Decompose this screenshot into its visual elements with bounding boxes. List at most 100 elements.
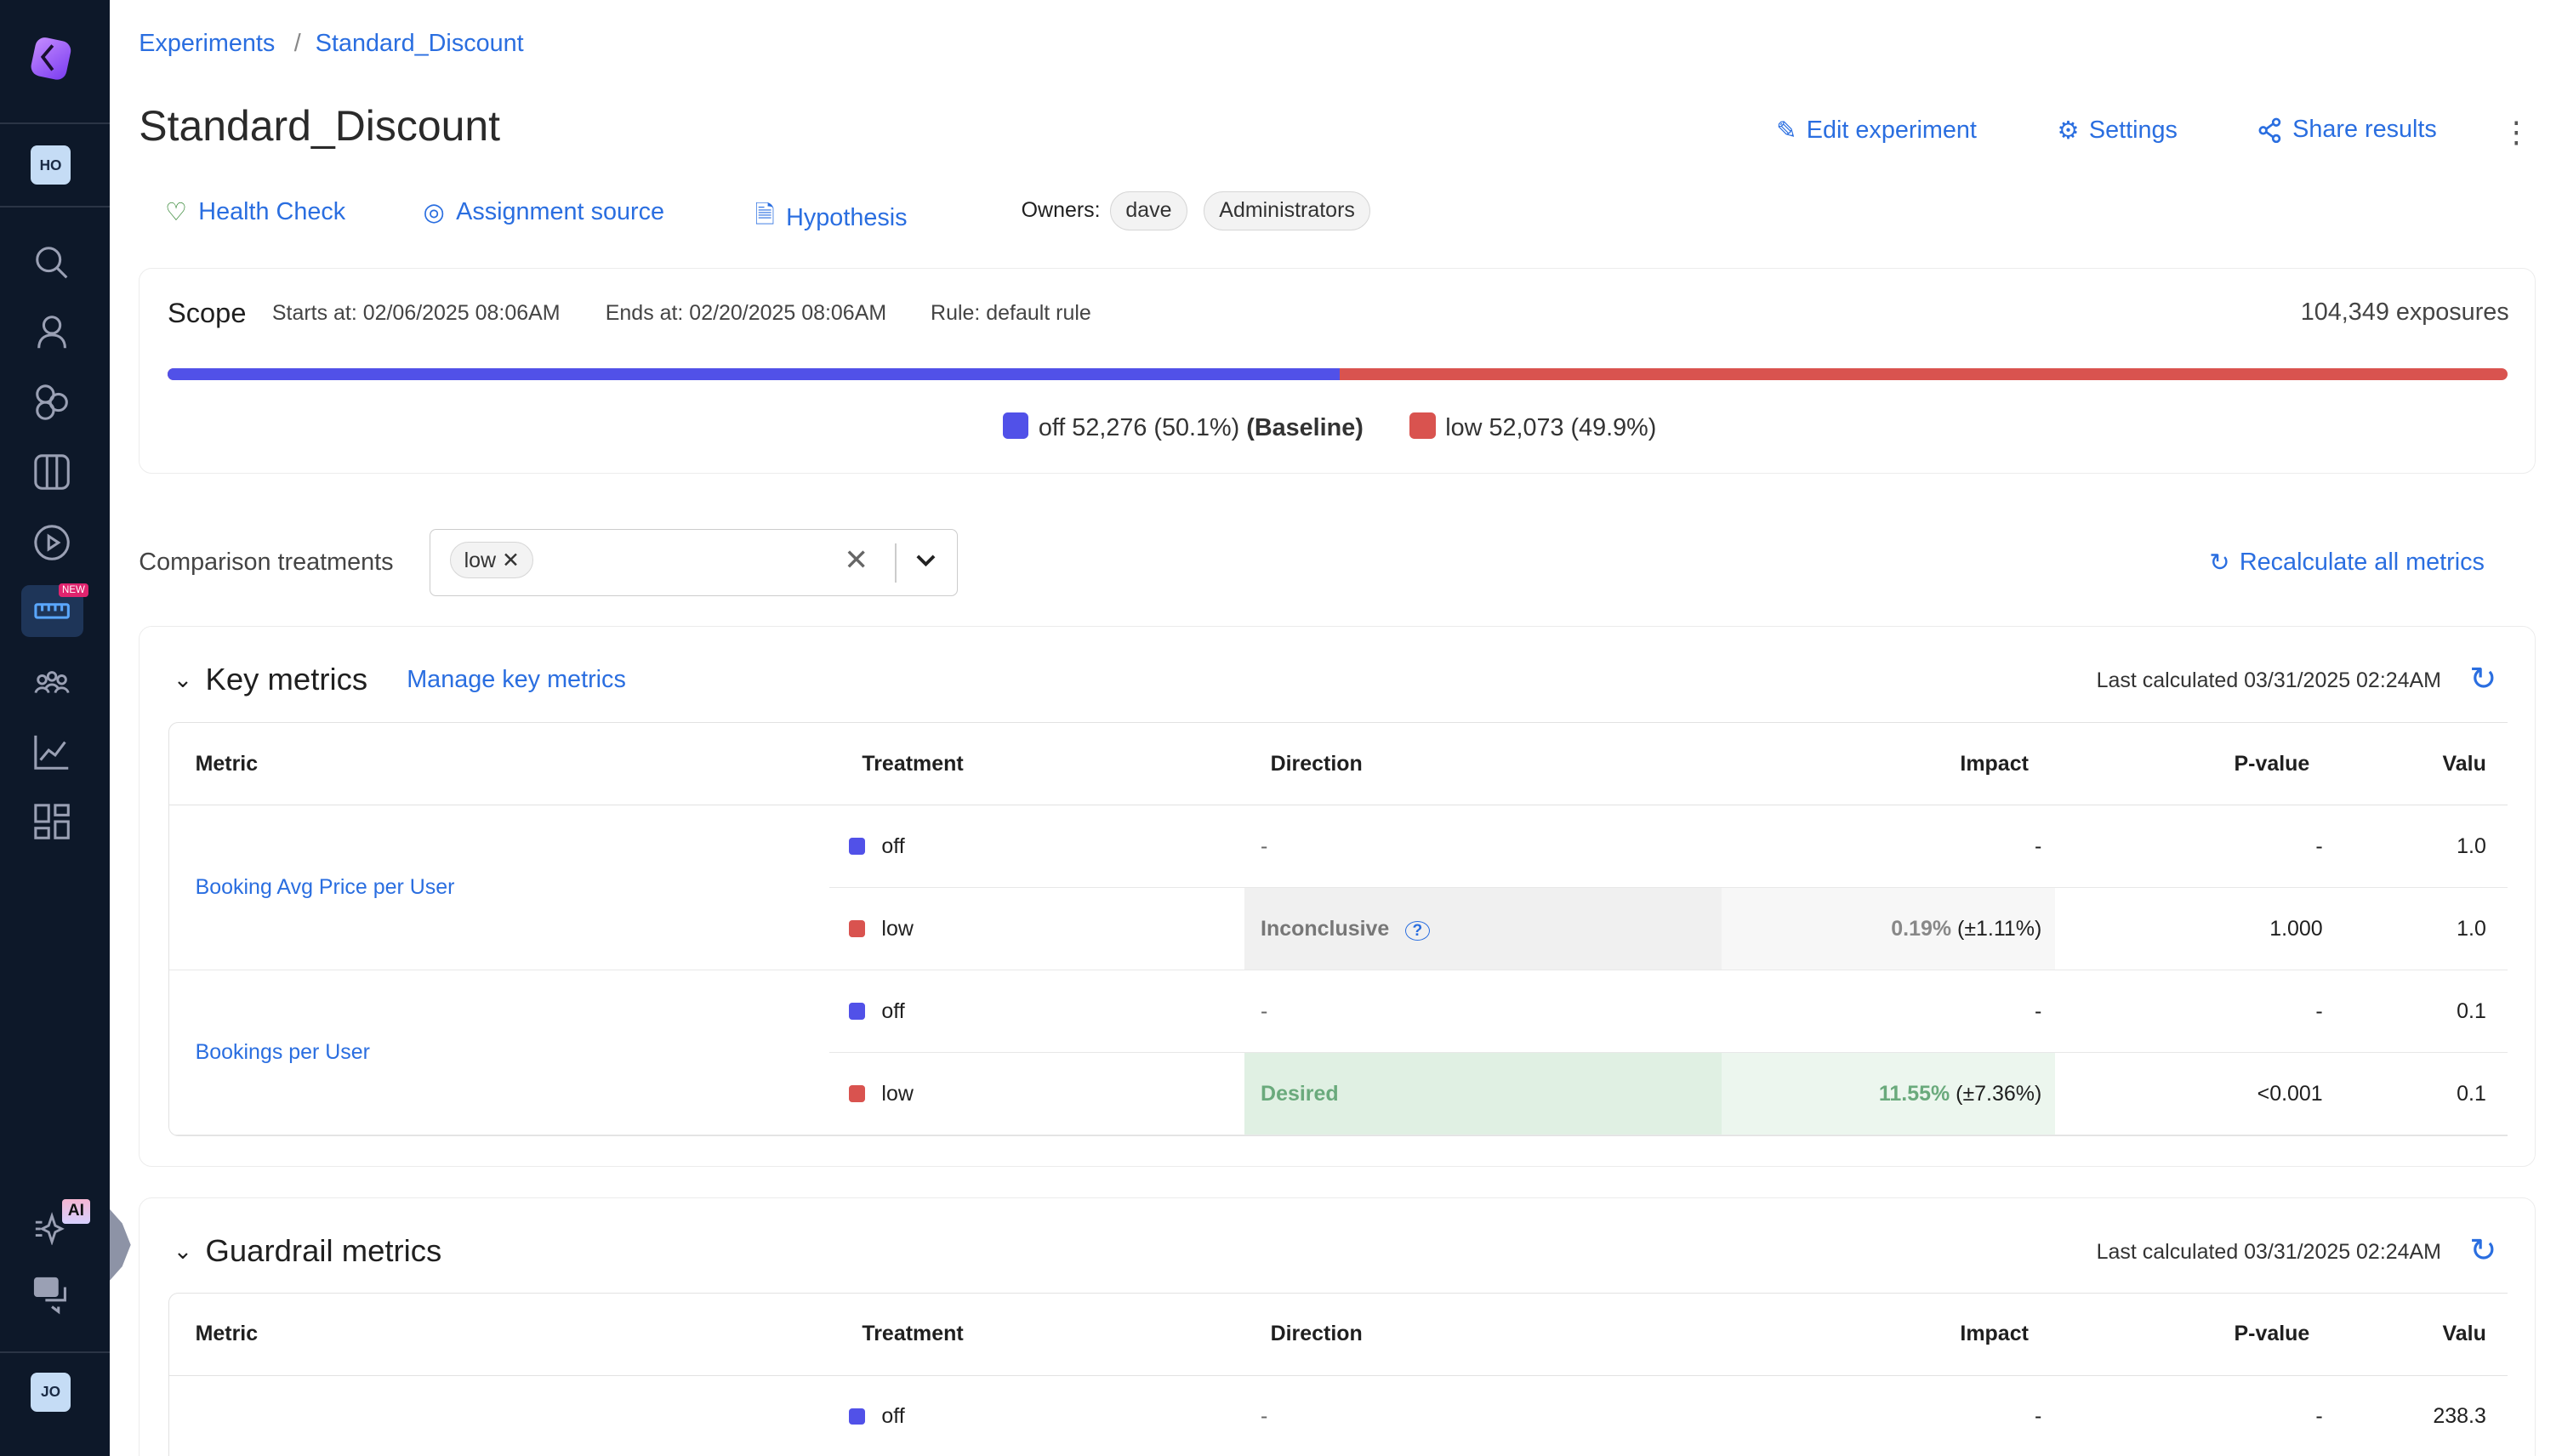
- sidebar: HO NEW AI JO: [0, 0, 131, 1456]
- sidebar-collapse-handle[interactable]: [109, 1209, 131, 1282]
- tab-assignment-source[interactable]: ◎ Assignment source: [424, 197, 664, 227]
- comparison-select[interactable]: low ✕ ✕: [430, 529, 958, 597]
- col-impact: Impact: [1721, 723, 2055, 806]
- sidebar-item-active[interactable]: NEW: [20, 583, 88, 638]
- tab-hypothesis[interactable]: 🗎 Hypothesis: [755, 197, 908, 239]
- target-icon: ◎: [423, 199, 445, 227]
- user-icon[interactable]: [32, 312, 71, 351]
- recalc-label: Recalculate all metrics: [2239, 548, 2485, 576]
- chevron-down-icon[interactable]: ⌄: [173, 666, 193, 692]
- key-metrics-1-rows-0-t: off: [881, 998, 905, 1023]
- key-metrics-0-rows-1-p: 1.000: [2054, 887, 2337, 971]
- metric-link[interactable]: Bookings per User: [195, 1040, 370, 1065]
- recalculate-all-button[interactable]: ↻ Recalculate all metrics: [2209, 548, 2485, 577]
- ruler-icon: [34, 603, 71, 619]
- settings-button[interactable]: ⚙ Settings: [2058, 116, 2178, 145]
- grid-icon[interactable]: [32, 802, 71, 841]
- tab-health-check[interactable]: ♡ Health Check: [165, 197, 345, 227]
- key-metrics-1-rows-0-v: 0.1: [2336, 970, 2508, 1054]
- comparison-selected: low: [464, 548, 497, 572]
- hexagons-icon[interactable]: [32, 383, 71, 422]
- columns-0: Metric: [168, 1293, 829, 1376]
- breadcrumb-separator: /: [293, 29, 301, 57]
- col-metric: Metric: [168, 723, 829, 806]
- play-icon[interactable]: [32, 523, 71, 562]
- split-bar-off: [167, 368, 1341, 380]
- pencil-icon: ✎: [1776, 117, 1797, 145]
- key-metrics-1-rows-1-err: (±7.36%): [1956, 1081, 2042, 1106]
- scope-ends: Ends at: 02/20/2025 08:06AM: [605, 301, 887, 326]
- new-badge: NEW: [59, 583, 88, 597]
- edit-experiment-button[interactable]: ✎ Edit experiment: [1776, 116, 1977, 145]
- columns-2: Direction: [1244, 1293, 1722, 1376]
- key-metrics-0-rows-1-t: low: [881, 916, 914, 941]
- table-row: Bookings per User off - - - 0.1: [168, 970, 2508, 1136]
- refresh-icon[interactable]: ↻: [2469, 1232, 2497, 1270]
- workspace-avatar[interactable]: HO: [31, 145, 71, 185]
- col-pvalue: P-value: [2054, 723, 2337, 806]
- scope-rule: Rule: default rule: [931, 301, 1091, 326]
- share-label: Share results: [2292, 116, 2437, 144]
- exposures-count: 104,349 exposures: [2300, 298, 2509, 326]
- user-avatar[interactable]: JO: [31, 1372, 71, 1412]
- ai-sparkle-icon[interactable]: [32, 1206, 71, 1245]
- search-icon[interactable]: [32, 243, 71, 282]
- owners: Owners: dave Administrators: [1022, 191, 1371, 231]
- comparison-label: Comparison treatments: [139, 549, 394, 577]
- key-metrics-0-rows-1-imp: 0.19%: [1891, 916, 1952, 941]
- columns-4: P-value: [2054, 1293, 2337, 1376]
- scope-legend-0-label: off 52,276 (50.1%): [1038, 413, 1240, 441]
- guard-rows-0-t: off: [881, 1404, 905, 1429]
- chevron-down-icon[interactable]: [914, 553, 937, 569]
- refresh-icon[interactable]: ↻: [2469, 661, 2497, 698]
- help-icon[interactable]: ?: [1404, 920, 1430, 941]
- columns-3: Impact: [1721, 1293, 2055, 1376]
- legend-low: low 52,073 (49.9%): [1409, 412, 1656, 441]
- scope-title: Scope: [167, 296, 247, 328]
- chevron-down-icon[interactable]: ⌄: [173, 1237, 193, 1264]
- last-calculated: Last calculated 03/31/2025 02:24AM: [2096, 668, 2441, 692]
- logo-icon[interactable]: [28, 36, 74, 82]
- table-row: off - - - 238.3: [168, 1375, 2508, 1456]
- scope-legend-0-extra: (Baseline): [1246, 413, 1364, 441]
- key-metrics-0-rows-0-dir: -: [1244, 805, 1722, 889]
- key-metrics-table: Metric Treatment Direction Impact P-valu…: [168, 722, 2508, 1137]
- tab-label: Health Check: [198, 198, 346, 226]
- guard-rows-0-imp: -: [1721, 1375, 2055, 1456]
- help-chat-icon[interactable]: [32, 1276, 71, 1315]
- key-metrics-1-rows-1-imp: 11.55%: [1878, 1081, 1950, 1106]
- split-bar: [167, 368, 2508, 380]
- key-metrics-1-rows-0-dir: -: [1244, 970, 1722, 1054]
- columns-1: Treatment: [828, 1293, 1244, 1376]
- share-results-button[interactable]: Share results: [2257, 116, 2437, 144]
- key-metrics-1-rows-0-imp: -: [1721, 970, 2055, 1054]
- breadcrumb-experiments[interactable]: Experiments: [139, 29, 276, 57]
- manage-key-metrics-link[interactable]: Manage key metrics: [407, 665, 626, 693]
- guardrail-header[interactable]: ⌄ Guardrail metrics: [174, 1233, 442, 1269]
- clear-icon[interactable]: ✕: [844, 543, 869, 577]
- metric-link[interactable]: Booking Avg Price per User: [195, 875, 455, 900]
- key-metrics-0-rows-0-imp: -: [1721, 805, 2055, 889]
- people-icon[interactable]: [32, 663, 71, 702]
- key-metrics-1-rows-1-t: low: [881, 1081, 914, 1106]
- refresh-icon: ↻: [2209, 549, 2230, 577]
- breadcrumb-current[interactable]: Standard_Discount: [315, 29, 524, 57]
- key-metrics-0-rows-0-v: 1.0: [2336, 805, 2508, 889]
- key-metrics-1-rows-0-p: -: [2054, 970, 2337, 1054]
- columns-icon[interactable]: [32, 452, 71, 492]
- remove-chip-icon[interactable]: ✕: [502, 548, 520, 572]
- more-options-icon[interactable]: ⋮: [2502, 117, 2531, 150]
- guard-rows-0-p: -: [2054, 1375, 2337, 1456]
- key-metrics-0-rows-1-v: 1.0: [2336, 887, 2508, 971]
- key-metrics-0-rows-1-dir: Inconclusive: [1261, 916, 1390, 941]
- chart-icon[interactable]: [32, 732, 71, 771]
- key-metrics-header[interactable]: ⌄ Key metrics Manage key metrics: [174, 662, 626, 697]
- last-calculated: Last calculated 03/31/2025 02:24AM: [2096, 1240, 2441, 1265]
- settings-label: Settings: [2088, 117, 2178, 145]
- col-treatment: Treatment: [828, 723, 1244, 806]
- heart-check-icon: ♡: [165, 199, 187, 227]
- scope-starts: Starts at: 02/06/2025 08:06AM: [271, 301, 561, 326]
- treatment-chip: low ✕: [450, 541, 534, 579]
- legend-off: off 52,276 (50.1%) (Baseline): [1002, 412, 1364, 441]
- col-direction: Direction: [1244, 723, 1722, 806]
